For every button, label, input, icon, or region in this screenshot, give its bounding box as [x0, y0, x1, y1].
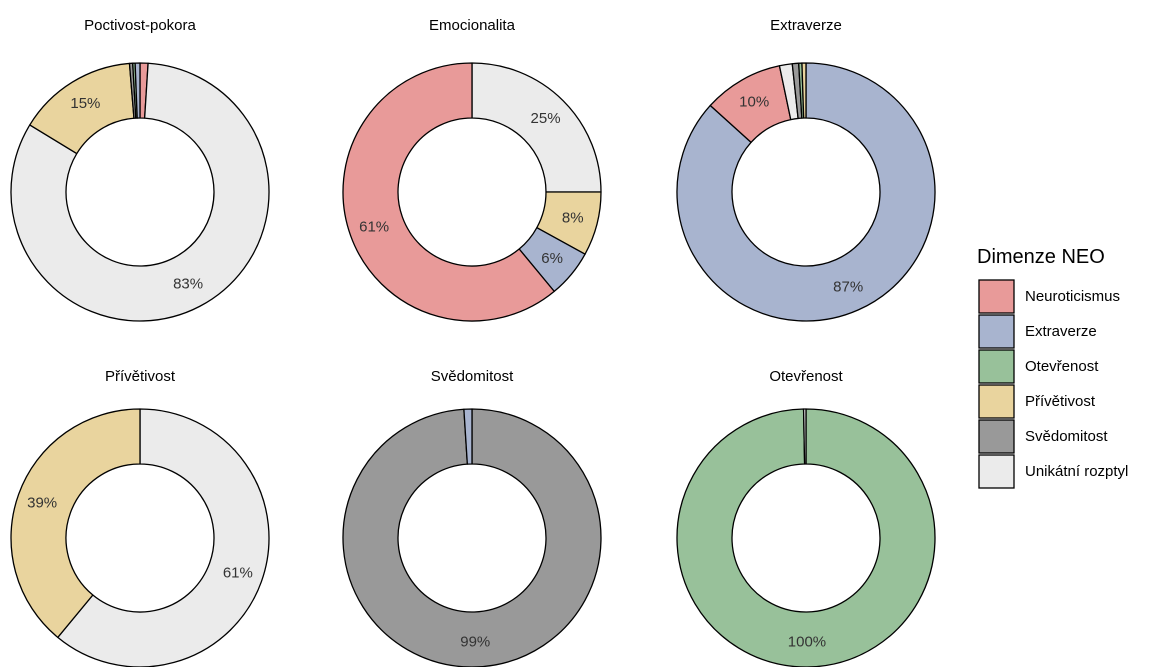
slice-unikatni-rozptyl: [802, 408, 807, 465]
panel-title: Emocionalita: [429, 17, 516, 34]
donut-panel-otevrenost: Otevřenost 100%: [676, 368, 936, 667]
slice-label: 8%: [562, 209, 584, 226]
slice-label: 99%: [460, 633, 490, 650]
legend-swatch: [978, 419, 1015, 454]
slice-otevrenost: [676, 408, 936, 667]
slice-unikatni-rozptyl: [57, 408, 270, 667]
legend-label: Svědomitost: [1025, 428, 1108, 445]
donut-panel-privetivost: Přívětivost 61% 39%: [10, 368, 270, 667]
legend-item-privetivost: Přívětivost: [978, 384, 1096, 419]
legend-label: Otevřenost: [1025, 358, 1099, 375]
legend-label: Extraverze: [1025, 323, 1097, 340]
legend-label: Přívětivost: [1025, 393, 1096, 410]
panel-title: Přívětivost: [105, 368, 176, 385]
slice-neuroticismus: [342, 62, 555, 322]
slice-label: 100%: [788, 633, 826, 650]
donut-panel-emocionalita: Emocionalita 25% 8% 6% 61%: [342, 17, 602, 322]
donut-panel-poctivost-pokora: Poctivost-pokora 83% 15%: [10, 17, 270, 322]
legend-swatch: [978, 454, 1015, 489]
slice-label: 15%: [70, 95, 100, 112]
legend-title: Dimenze NEO: [977, 246, 1105, 268]
legend-swatch: [978, 314, 1015, 349]
slice-label: 10%: [739, 93, 769, 110]
panel-title: Poctivost-pokora: [84, 17, 196, 34]
slice-label: 6%: [541, 250, 563, 267]
slice-label: 61%: [359, 219, 389, 236]
legend-swatch: [978, 384, 1015, 419]
slice-label: 39%: [27, 494, 57, 511]
legend-item-svedomitost: Svědomitost: [978, 419, 1108, 454]
legend-swatch: [978, 349, 1015, 384]
legend-label: Neuroticismus: [1025, 288, 1120, 305]
slice-extraverze: [676, 62, 936, 322]
panel-title: Otevřenost: [769, 368, 843, 385]
legend: Dimenze NEO Neuroticismus Extraverze Otevř…: [977, 246, 1128, 489]
slice-extraverze: [134, 62, 141, 119]
slice-svedomitost: [342, 408, 602, 667]
donut-panel-svedomitost: Svědomitost 99%: [342, 368, 602, 667]
slice-label: 87%: [833, 279, 863, 296]
slice-extraverze: [463, 408, 473, 465]
legend-item-otevrenost: Otevřenost: [978, 349, 1099, 384]
donut-panel-extraverze: Extraverze 87% 10%: [676, 17, 936, 322]
legend-swatch: [978, 279, 1015, 314]
legend-items: Neuroticismus Extraverze Otevřenost Přívěti…: [978, 279, 1128, 489]
slice-label: 61%: [223, 565, 253, 582]
slice-privetivost: [10, 408, 141, 639]
legend-item-neuroticismus: Neuroticismus: [978, 279, 1120, 314]
panel-title: Extraverze: [770, 17, 842, 34]
panel-title: Svědomitost: [431, 368, 514, 385]
slice-privetivost: [801, 62, 807, 119]
slice-unikatni-rozptyl: [471, 62, 602, 193]
legend-item-unikatni-rozptyl: Unikátní rozptyl: [978, 454, 1128, 489]
slice-label: 83%: [173, 276, 203, 293]
slice-label: 25%: [531, 110, 561, 127]
slice-unikatni-rozptyl: [10, 62, 270, 322]
legend-label: Unikátní rozptyl: [1025, 463, 1128, 480]
legend-item-extraverze: Extraverze: [978, 314, 1097, 349]
donut-panels: Poctivost-pokora 83% 15% Emocionalita 25% 8% 6…: [10, 17, 936, 667]
